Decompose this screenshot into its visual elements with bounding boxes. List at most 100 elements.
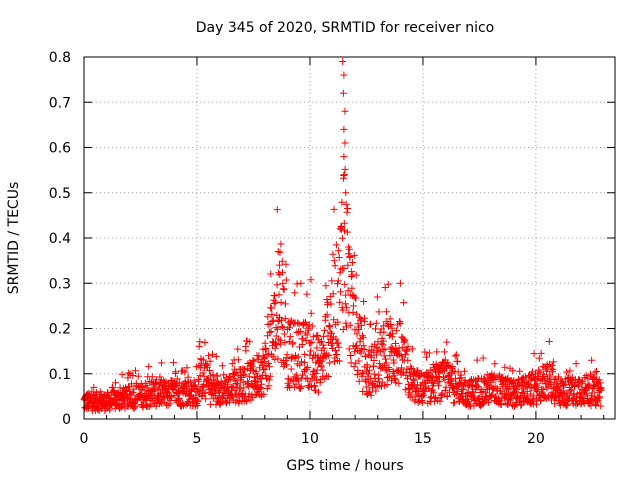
data-point xyxy=(516,367,524,375)
data-point xyxy=(305,321,313,329)
data-point xyxy=(549,358,557,366)
data-point xyxy=(385,365,393,373)
data-point xyxy=(309,333,317,341)
data-point xyxy=(206,357,214,365)
data-point xyxy=(548,388,556,396)
data-point xyxy=(451,352,459,360)
data-point xyxy=(513,385,520,393)
data-point xyxy=(336,269,344,277)
data-point xyxy=(357,315,365,323)
data-point xyxy=(383,308,391,316)
data-point xyxy=(430,379,438,387)
data-point xyxy=(330,257,338,265)
data-point xyxy=(375,308,383,316)
data-point xyxy=(443,338,451,346)
data-point xyxy=(473,356,481,364)
data-point xyxy=(147,401,155,409)
data-point xyxy=(596,393,604,401)
data-point xyxy=(397,352,405,360)
data-point xyxy=(460,367,468,375)
data-point xyxy=(266,363,273,371)
data-point xyxy=(509,367,517,375)
data-point xyxy=(271,292,279,300)
y-tick-label: 0.6 xyxy=(49,141,71,157)
data-point xyxy=(264,359,272,367)
data-point xyxy=(562,402,570,410)
data-point xyxy=(348,268,356,276)
data-point xyxy=(294,353,302,361)
data-point xyxy=(386,315,394,323)
data-point xyxy=(293,280,301,288)
data-point xyxy=(338,223,346,231)
data-point xyxy=(507,396,514,404)
data-point xyxy=(370,357,378,364)
data-point xyxy=(340,219,348,227)
data-point xyxy=(375,371,383,379)
data-point xyxy=(550,376,558,383)
data-point xyxy=(279,324,287,332)
data-point xyxy=(454,358,462,366)
data-point xyxy=(341,107,349,115)
data-point xyxy=(297,279,305,287)
data-point xyxy=(578,378,586,386)
data-point xyxy=(386,352,394,360)
data-point xyxy=(295,377,303,385)
data-point xyxy=(195,377,203,385)
data-point xyxy=(359,334,367,342)
data-point xyxy=(129,389,137,397)
data-point xyxy=(303,290,311,298)
data-point xyxy=(173,380,180,388)
data-point xyxy=(286,324,293,332)
data-point xyxy=(388,324,396,332)
data-point xyxy=(329,290,337,298)
data-point xyxy=(315,388,322,396)
data-point xyxy=(466,377,474,385)
data-point xyxy=(125,369,133,377)
data-point xyxy=(497,401,505,409)
data-point xyxy=(384,280,392,288)
data-point xyxy=(479,400,487,408)
data-point xyxy=(425,349,433,357)
data-point xyxy=(309,368,317,376)
data-point xyxy=(344,261,352,269)
data-point xyxy=(277,336,285,344)
data-point xyxy=(209,350,216,358)
data-point xyxy=(202,395,210,403)
data-point xyxy=(90,383,98,391)
data-point xyxy=(272,324,280,332)
data-point xyxy=(213,372,221,380)
data-point xyxy=(291,289,299,297)
data-point xyxy=(282,300,289,308)
data-point xyxy=(181,368,189,376)
data-point xyxy=(132,367,139,375)
data-point xyxy=(457,374,465,382)
data-point xyxy=(545,338,553,345)
data-point xyxy=(297,382,305,390)
data-point xyxy=(404,343,412,351)
data-point xyxy=(131,404,139,412)
data-point xyxy=(519,389,527,397)
data-point xyxy=(331,262,339,270)
data-point xyxy=(484,381,492,389)
data-point xyxy=(340,171,348,179)
data-point xyxy=(318,337,325,345)
data-point xyxy=(334,339,342,347)
data-point xyxy=(243,397,251,404)
data-point xyxy=(327,341,335,349)
data-point xyxy=(341,139,349,147)
data-point xyxy=(352,294,360,302)
data-point xyxy=(456,380,464,388)
data-point xyxy=(268,311,276,318)
data-point xyxy=(341,165,349,173)
data-point xyxy=(234,356,242,364)
data-point xyxy=(238,372,245,380)
data-point xyxy=(234,345,242,353)
data-point xyxy=(109,383,117,391)
data-point xyxy=(324,298,332,306)
data-point xyxy=(258,380,266,388)
data-point xyxy=(276,261,283,269)
data-point xyxy=(193,386,201,394)
data-point xyxy=(343,208,351,216)
data-point xyxy=(129,372,137,379)
y-tick-label: 0.4 xyxy=(49,231,71,247)
